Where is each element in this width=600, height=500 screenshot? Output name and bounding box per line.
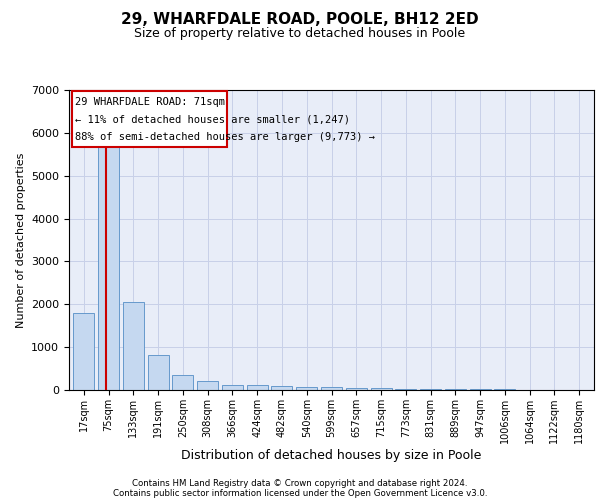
FancyBboxPatch shape xyxy=(72,91,227,146)
Text: 29 WHARFDALE ROAD: 71sqm: 29 WHARFDALE ROAD: 71sqm xyxy=(75,97,225,107)
Bar xyxy=(73,313,94,390)
Text: ← 11% of detached houses are smaller (1,247): ← 11% of detached houses are smaller (1,… xyxy=(75,114,350,124)
Text: Contains HM Land Registry data © Crown copyright and database right 2024.: Contains HM Land Registry data © Crown c… xyxy=(132,478,468,488)
Bar xyxy=(148,355,169,390)
Text: 29, WHARFDALE ROAD, POOLE, BH12 2ED: 29, WHARFDALE ROAD, POOLE, BH12 2ED xyxy=(121,12,479,28)
Bar xyxy=(123,302,144,390)
Y-axis label: Number of detached properties: Number of detached properties xyxy=(16,152,26,328)
Bar xyxy=(395,388,416,390)
Text: 88% of semi-detached houses are larger (9,773) →: 88% of semi-detached houses are larger (… xyxy=(75,132,375,142)
Bar xyxy=(271,386,292,390)
Bar xyxy=(98,144,119,390)
Text: Size of property relative to detached houses in Poole: Size of property relative to detached ho… xyxy=(134,28,466,40)
Bar xyxy=(321,387,342,390)
X-axis label: Distribution of detached houses by size in Poole: Distribution of detached houses by size … xyxy=(181,448,482,462)
Bar xyxy=(346,388,367,390)
Bar xyxy=(371,388,392,390)
Bar xyxy=(445,389,466,390)
Bar xyxy=(222,385,243,390)
Bar xyxy=(296,386,317,390)
Bar xyxy=(172,374,193,390)
Bar xyxy=(247,386,268,390)
Bar xyxy=(420,389,441,390)
Bar xyxy=(197,382,218,390)
Text: Contains public sector information licensed under the Open Government Licence v3: Contains public sector information licen… xyxy=(113,488,487,498)
